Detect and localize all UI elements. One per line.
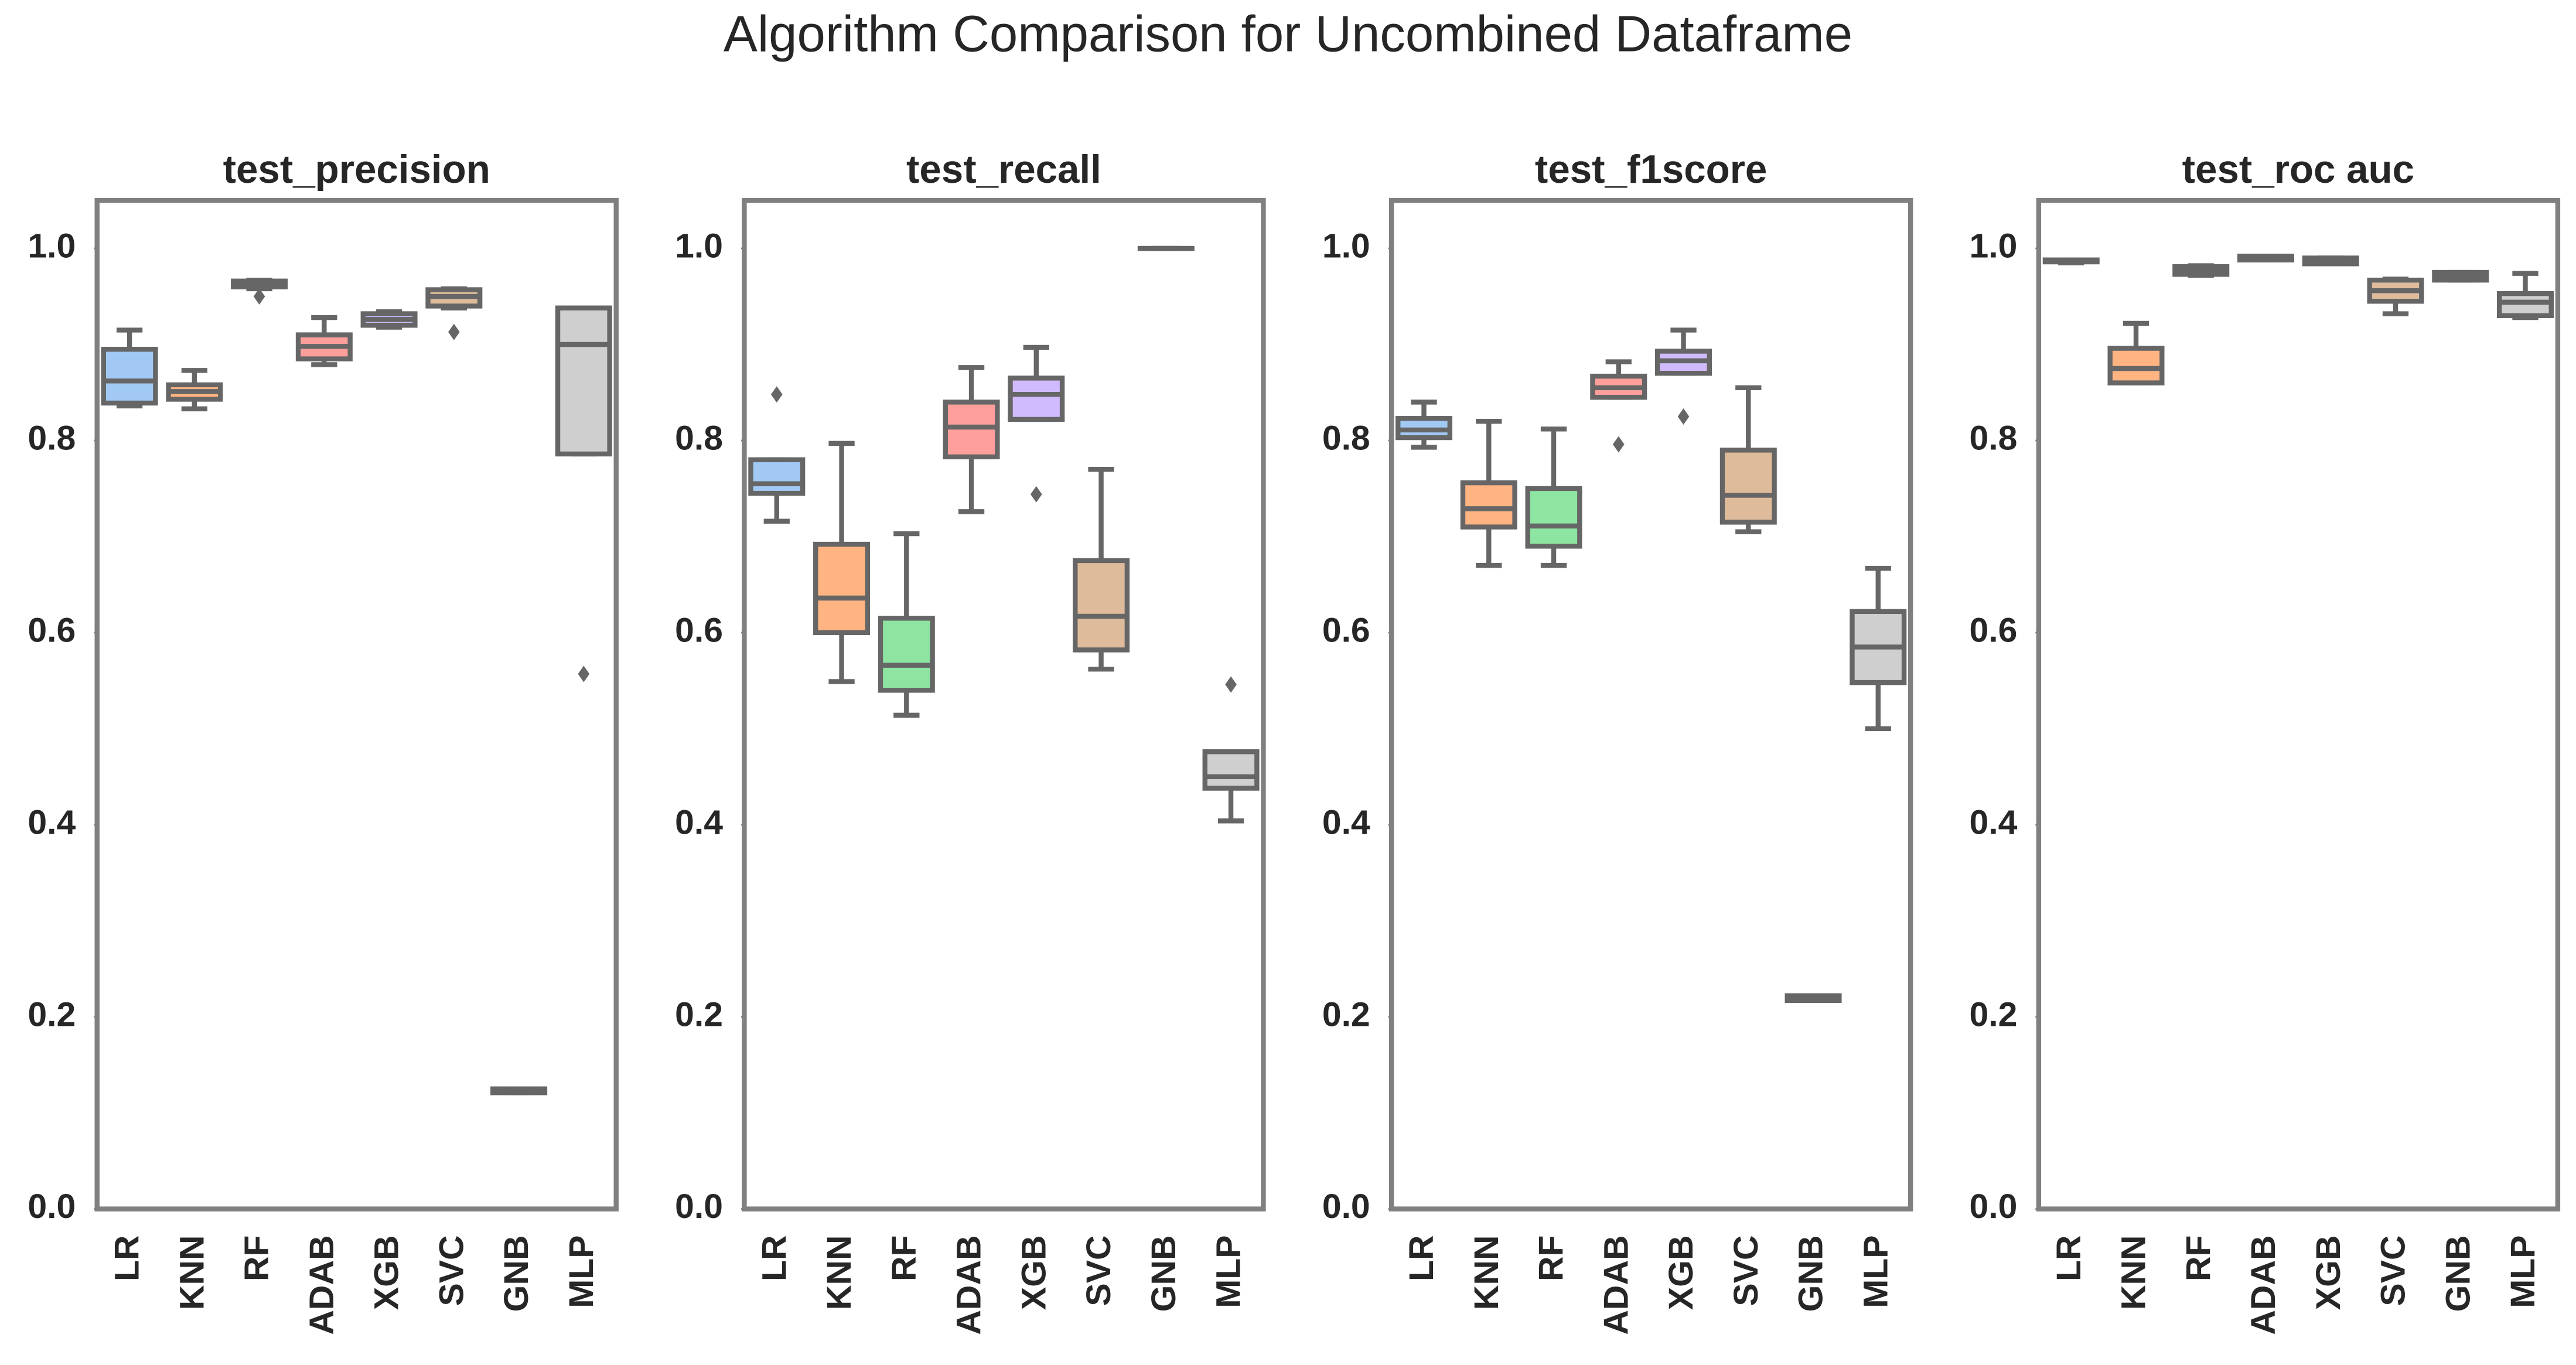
box (1719, 448, 1777, 525)
x-tick-label: KNN (820, 1235, 858, 1310)
x-tick-label: ADAB (950, 1235, 988, 1335)
x-tick-label: XGB (368, 1235, 406, 1310)
figure-title: Algorithm Comparison for Uncombined Data… (724, 5, 1852, 62)
x-tick-label: KNN (173, 1235, 211, 1310)
box (813, 541, 871, 636)
x-tick-label: KNN (2115, 1235, 2153, 1310)
outlier (1225, 676, 1237, 693)
x-tick-label: XGB (1015, 1235, 1053, 1310)
y-tick-label: 0.2 (1322, 995, 1370, 1033)
panel-title: test_f1score (1535, 148, 1767, 192)
outlier (448, 323, 460, 340)
plot-frame (742, 197, 1266, 1212)
box (748, 457, 806, 496)
box (1202, 749, 1260, 791)
y-tick-label: 0.8 (28, 419, 76, 458)
x-tick-label: XGB (2309, 1235, 2348, 1310)
y-tick-label: 0.0 (28, 1187, 76, 1226)
plot-frame (94, 197, 619, 1212)
x-tick-label: RF (1533, 1235, 1571, 1281)
y-tick-label: 0.6 (1322, 611, 1370, 649)
x-tick-label: SVC (1080, 1235, 1118, 1306)
y-tick-label: 1.0 (1322, 227, 1370, 265)
x-tick-label: XGB (1662, 1235, 1700, 1310)
x-tick-label: LR (2050, 1235, 2088, 1281)
box (2107, 346, 2165, 385)
y-tick-label: 0.6 (675, 611, 723, 649)
x-tick-label: MLP (2504, 1235, 2542, 1308)
x-tick-label: RF (238, 1235, 276, 1281)
y-tick-label: 0.2 (28, 995, 76, 1033)
y-tick-label: 0.2 (675, 995, 723, 1033)
x-tick-label: LR (1403, 1235, 1441, 1281)
y-tick-label: 0.8 (1322, 419, 1370, 458)
outlier (1612, 436, 1625, 453)
y-tick-label: 0.0 (1322, 1187, 1370, 1226)
y-tick-label: 0.6 (28, 611, 76, 649)
x-tick-label: GNB (1145, 1235, 1183, 1312)
x-tick-label: LR (108, 1235, 146, 1281)
box (1073, 558, 1130, 653)
x-tick-label: RF (2179, 1235, 2217, 1281)
y-tick-label: 0.4 (28, 803, 76, 841)
x-tick-label: SVC (1727, 1235, 1765, 1306)
y-tick-label: 0.2 (1970, 995, 2018, 1033)
outlier (770, 386, 783, 403)
x-tick-label: GNB (2439, 1235, 2477, 1312)
outlier (1677, 408, 1690, 425)
x-tick-label: ADAB (1597, 1235, 1635, 1335)
panel-title: test_precision (223, 148, 490, 192)
x-tick-label: MLP (1210, 1235, 1248, 1308)
box (1525, 486, 1582, 549)
y-tick-label: 0.4 (1322, 803, 1370, 841)
box (101, 346, 158, 406)
x-tick-label: ADAB (2244, 1235, 2282, 1335)
x-tick-label: ADAB (303, 1235, 341, 1335)
outlier (578, 666, 590, 682)
y-tick-label: 0.8 (1970, 419, 2018, 458)
box (878, 616, 935, 693)
y-tick-label: 0.0 (1970, 1187, 2018, 1226)
outlier (253, 288, 265, 305)
y-tick-label: 1.0 (28, 227, 76, 265)
outlier (1030, 486, 1042, 503)
panel-title: test_recall (906, 148, 1101, 192)
plot-frame (2036, 197, 2561, 1212)
y-tick-label: 0.4 (675, 803, 723, 841)
box (1460, 480, 1517, 530)
y-tick-label: 0.8 (675, 419, 723, 458)
x-tick-label: KNN (1468, 1235, 1506, 1310)
y-tick-label: 1.0 (675, 227, 723, 265)
y-tick-label: 0.4 (1970, 803, 2018, 841)
x-tick-label: SVC (432, 1235, 470, 1306)
x-tick-label: GNB (1792, 1235, 1830, 1312)
x-tick-label: SVC (2374, 1235, 2413, 1306)
panel-title: test_roc auc (2182, 148, 2414, 192)
x-tick-label: RF (885, 1235, 923, 1281)
plot-frame (1388, 197, 1913, 1212)
y-tick-label: 0.6 (1970, 611, 2018, 649)
x-tick-label: LR (755, 1235, 793, 1281)
y-tick-label: 1.0 (1970, 227, 2018, 265)
box (555, 305, 612, 457)
x-tick-label: MLP (1857, 1235, 1895, 1308)
y-tick-label: 0.0 (675, 1187, 723, 1226)
box (1008, 376, 1065, 422)
x-tick-label: MLP (562, 1235, 601, 1308)
x-tick-label: GNB (497, 1235, 535, 1312)
